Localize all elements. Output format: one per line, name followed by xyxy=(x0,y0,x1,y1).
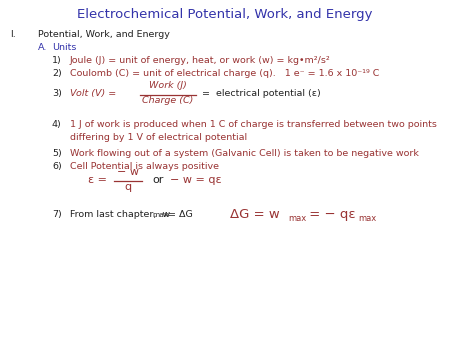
Text: Charge (C): Charge (C) xyxy=(142,96,194,105)
Text: Coulomb (C) = unit of electrical charge (q).   1 e⁻ = 1.6 x 10⁻¹⁹ C: Coulomb (C) = unit of electrical charge … xyxy=(70,69,379,78)
Text: ΔG = w: ΔG = w xyxy=(230,208,280,221)
Text: Work flowing out of a system (Galvanic Cell) is taken to be negative work: Work flowing out of a system (Galvanic C… xyxy=(70,149,419,158)
Text: max: max xyxy=(288,214,306,223)
Text: Joule (J) = unit of energy, heat, or work (w) = kg•m²/s²: Joule (J) = unit of energy, heat, or wor… xyxy=(70,56,331,65)
Text: q: q xyxy=(125,182,131,192)
Text: 5): 5) xyxy=(52,149,62,158)
Text: Potential, Work, and Energy: Potential, Work, and Energy xyxy=(38,30,170,39)
Text: or: or xyxy=(152,175,163,185)
Text: Units: Units xyxy=(52,43,76,52)
Text: Cell Potential is always positive: Cell Potential is always positive xyxy=(70,162,219,171)
Text: − w: − w xyxy=(117,167,139,177)
Text: max: max xyxy=(152,212,168,218)
Text: = ΔG: = ΔG xyxy=(165,210,193,219)
Text: =  electrical potential (ε): = electrical potential (ε) xyxy=(202,89,321,98)
Text: A.: A. xyxy=(38,43,47,52)
Text: 1 J of work is produced when 1 C of charge is transferred between two points: 1 J of work is produced when 1 C of char… xyxy=(70,120,437,129)
Text: differing by 1 V of electrical potential: differing by 1 V of electrical potential xyxy=(70,133,247,142)
Text: 2): 2) xyxy=(52,69,62,78)
Text: max: max xyxy=(358,214,376,223)
Text: 7): 7) xyxy=(52,210,62,219)
Text: 1): 1) xyxy=(52,56,62,65)
Text: From last chapter,  w: From last chapter, w xyxy=(70,210,170,219)
Text: 3): 3) xyxy=(52,89,62,98)
Text: Work (J): Work (J) xyxy=(149,81,187,90)
Text: Electrochemical Potential, Work, and Energy: Electrochemical Potential, Work, and Ene… xyxy=(77,8,373,21)
Text: Volt (V) =: Volt (V) = xyxy=(70,89,116,98)
Text: ε =: ε = xyxy=(88,175,107,185)
Text: = − qε: = − qε xyxy=(305,208,356,221)
Text: 6): 6) xyxy=(52,162,62,171)
Text: I.: I. xyxy=(10,30,16,39)
Text: − w = qε: − w = qε xyxy=(170,175,221,185)
Text: 4): 4) xyxy=(52,120,62,129)
